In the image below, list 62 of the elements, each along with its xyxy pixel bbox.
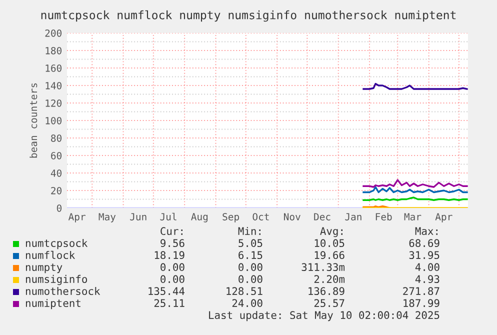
- text: 0.00: [160, 275, 184, 284]
- y-tick-label: 100: [46, 117, 62, 124]
- legend-label: numothersock: [26, 286, 100, 296]
- y-tick-label: 60: [51, 152, 62, 160]
- text: 5.05: [238, 239, 262, 248]
- x-tick-label: Mar: [404, 213, 422, 220]
- y-tick-label: 40: [50, 170, 62, 177]
- text: 25.57: [314, 299, 344, 308]
- x-tick-label: Apr: [435, 213, 452, 222]
- text: 18.19: [154, 251, 184, 260]
- text: Max:: [415, 227, 438, 236]
- x-tick-label: Feb: [376, 212, 392, 220]
- legend-label: numflock: [26, 250, 76, 260]
- y-tick-label: 200: [45, 30, 62, 37]
- text: 4.00: [415, 263, 440, 272]
- y-tick-label: 80: [51, 134, 62, 142]
- text: 10.05: [314, 239, 344, 248]
- y-tick-label: 160: [46, 64, 62, 72]
- text: 9.56: [160, 239, 184, 248]
- legend-label: numtcpsock: [26, 238, 88, 250]
- y-tick-label: 120: [46, 100, 62, 107]
- text: Avg:: [320, 227, 342, 238]
- text: 2.20m: [314, 275, 345, 284]
- x-tick-label: Jan: [345, 213, 362, 220]
- x-tick-label: Dec: [314, 213, 330, 220]
- x-tick-label: Nov: [284, 213, 300, 220]
- text: Last update: Sat May 10 02:00:04 2025: [209, 310, 440, 322]
- text: 187.99: [404, 299, 440, 308]
- x-tick-label: Apr: [68, 213, 86, 222]
- x-tick-label: May: [98, 213, 116, 222]
- line-series: [362, 179, 468, 188]
- y-axis-title: bean counters: [30, 83, 38, 158]
- text: 135.44: [148, 287, 185, 296]
- x-tick-label: Aug: [191, 213, 208, 222]
- text: 311.33m: [302, 263, 345, 272]
- legend-label: numpty: [26, 264, 62, 274]
- text: Cur:: [160, 227, 182, 236]
- text: 0.00: [238, 263, 262, 272]
- text: 19.66: [314, 251, 344, 260]
- text: 68.69: [409, 239, 440, 248]
- y-tick-label: 20: [51, 187, 62, 194]
- text: 271.87: [403, 287, 440, 296]
- x-tick-label: Sep: [222, 213, 240, 222]
- text: 4.93: [415, 275, 440, 284]
- x-tick-label: Oct: [252, 213, 269, 220]
- text: 31.95: [409, 251, 440, 260]
- y-tick-label: 180: [46, 47, 62, 54]
- x-tick-label: Jul: [160, 212, 176, 220]
- text: 25.11: [154, 299, 184, 308]
- text: 128.51: [226, 287, 262, 296]
- y-tick-label: 140: [46, 82, 62, 90]
- text: 0.00: [160, 263, 184, 272]
- text: 24.00: [232, 299, 262, 308]
- text: 6.15: [238, 251, 262, 260]
- x-tick-label: Jun: [130, 213, 146, 220]
- chart-title: numtcpsock numflock numpty numsiginfo numothersock numiptent: [41, 10, 456, 22]
- text: 0.00: [238, 275, 262, 284]
- text: Min:: [238, 226, 260, 235]
- legend-label: numiptent: [26, 298, 80, 310]
- y-tick-label: 0: [56, 204, 62, 212]
- legend-label: numsiginfo: [26, 274, 88, 286]
- text: 136.89: [308, 287, 344, 296]
